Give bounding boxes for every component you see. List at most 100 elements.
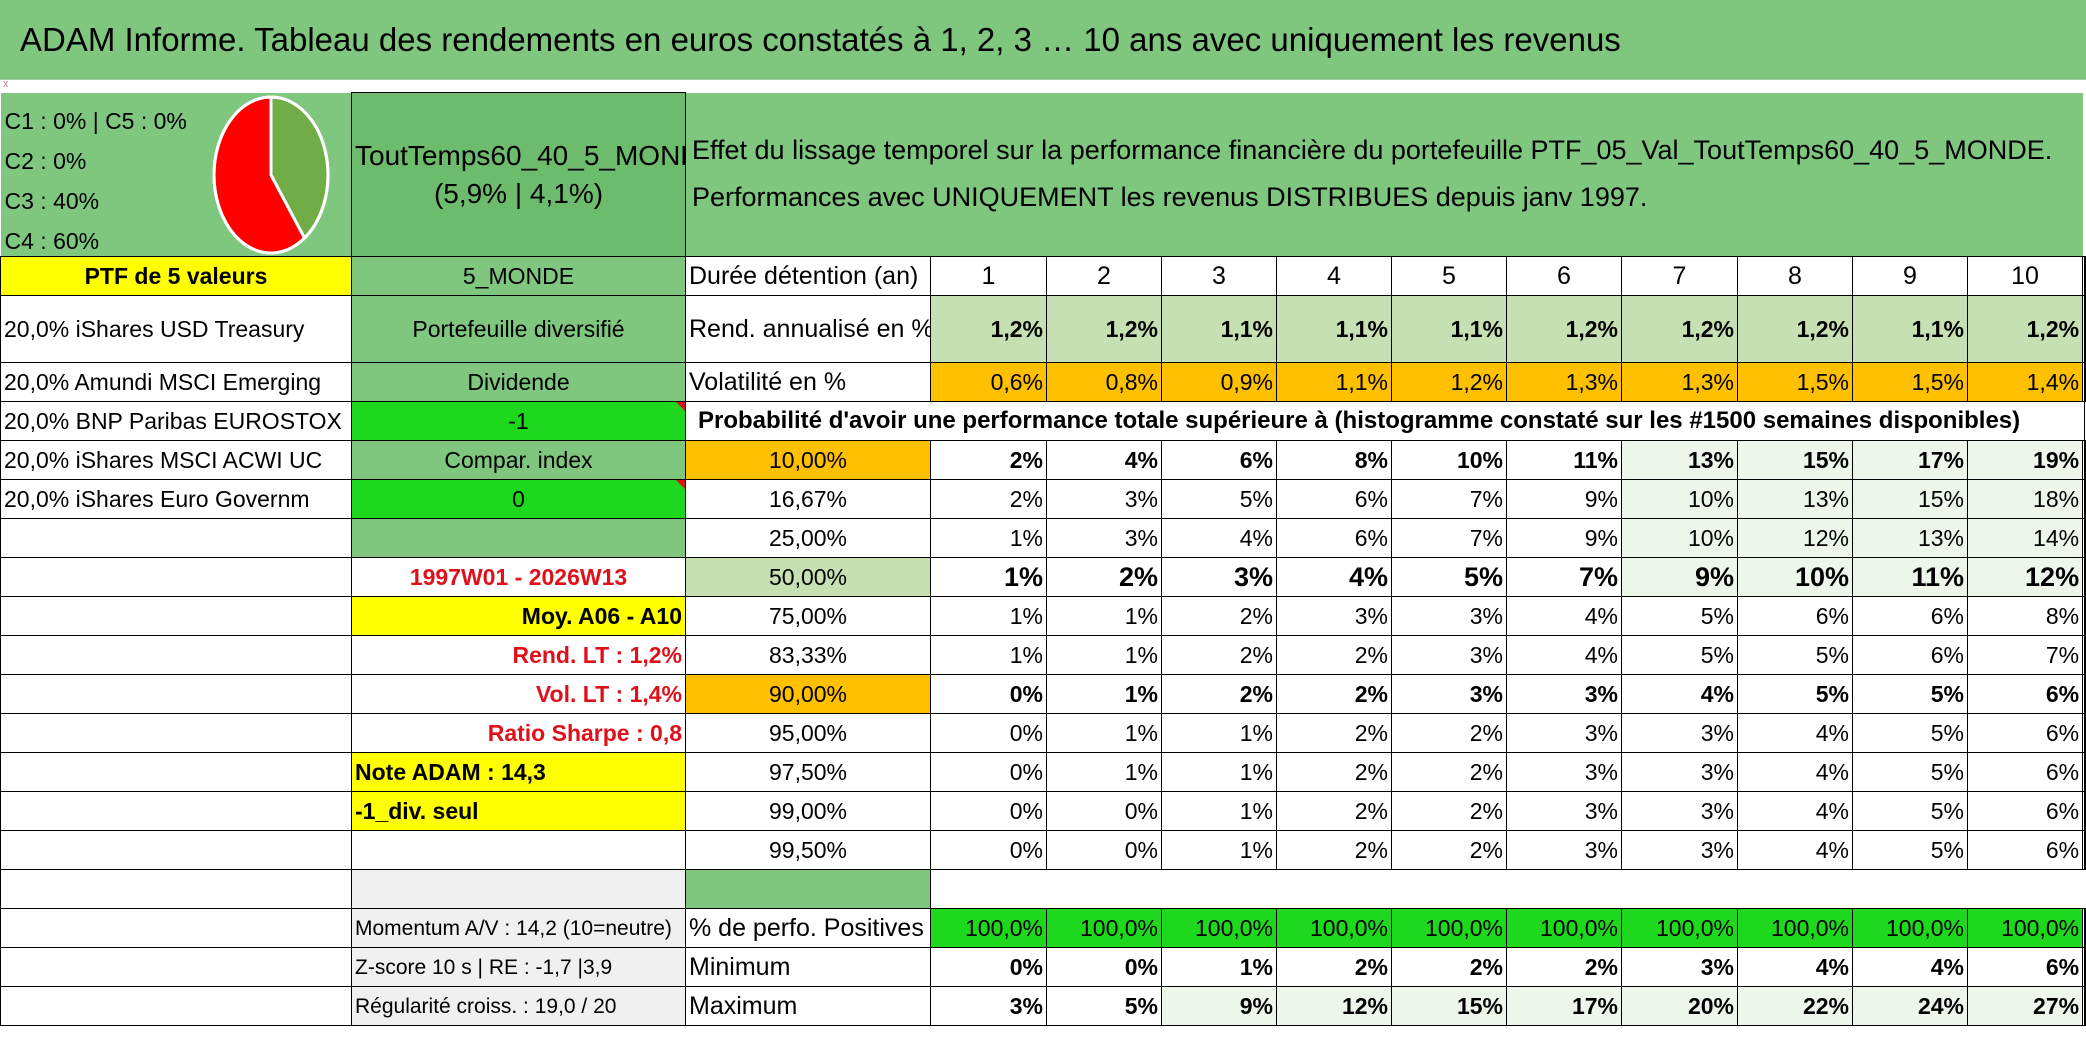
grid-cell [2083,557,2086,597]
quantile-value: 6% [1966,830,2084,870]
minimum-value: 0% [930,947,1047,987]
quantile-value: 5% [1737,674,1853,714]
quantile-value: 3% [1621,791,1738,831]
year-header: 6 [1506,256,1622,296]
portfolio-stats: (5,9% | 4,1%) [433,177,604,209]
year-header: 2 [1046,256,1162,296]
quantile-value: 4% [1737,791,1853,831]
empty-cell [0,518,352,558]
compar-label: Compar. index [351,440,686,480]
allocation-pie-chart [212,94,329,254]
quantile-value: 10% [1391,440,1507,480]
quantile-value: 2% [1391,791,1507,831]
quantile-value: 5% [1852,830,1968,870]
quantile-value: 10% [1621,518,1738,558]
quantile-value: 13% [1621,440,1738,480]
grid-cell [0,908,352,948]
rend-value: 1,2% [1737,295,1853,363]
quantile-value: 5% [1391,557,1507,597]
maximum-label: Maximum [685,986,931,1026]
quantile-value: 12% [1737,518,1853,558]
quantile-value: 11% [1506,440,1622,480]
maximum-value: 20% [1621,986,1738,1026]
empty-cell [0,830,352,870]
quantile-value: 2% [1161,674,1277,714]
quantile-label: 97,50% [685,752,931,792]
quantile-value: 14% [1966,518,2084,558]
vol-lt: Vol. LT : 1,4% [351,674,686,714]
quantile-value: 1% [1046,752,1162,792]
quantile-label: 10,00% [685,440,931,480]
quantile-value: 13% [1737,479,1853,519]
quantile-value: 0% [930,713,1047,753]
quantile-value: 5% [1621,635,1738,675]
grid-cell [2083,830,2086,870]
quantile-value: 0% [1046,830,1162,870]
grid-cell [2083,362,2086,402]
quantile-label: 95,00% [685,713,931,753]
quantile-value: 8% [1276,440,1392,480]
quantile-value: 2% [1161,635,1277,675]
positives-value: 100,0% [1737,908,1853,948]
maximum-value: 24% [1852,986,1968,1026]
holding-item: 20,0% Amundi MSCI Emerging [0,362,352,402]
year-header: 8 [1737,256,1853,296]
year-header: 5 [1391,256,1507,296]
vol-value: 0,9% [1161,362,1277,402]
quantile-value: 13% [1852,518,1968,558]
holding-item: 20,0% iShares Euro Governm [0,479,352,519]
positives-value: 100,0% [1966,908,2084,948]
momentum-label: Momentum A/V : 14,2 (10=neutre) [351,908,686,948]
quantile-value: 3% [1046,518,1162,558]
quantile-value: 1% [1046,635,1162,675]
allocation-line: C2 : 0% [4,147,87,174]
rend-value: 1,1% [1276,295,1392,363]
quantile-value: 1% [1046,713,1162,753]
quantile-value: 9% [1506,479,1622,519]
moy-label: Moy. A06 - A10 [351,596,686,636]
rend-lt: Rend. LT : 1,2% [351,635,686,675]
report-title: ADAM Informe. Tableau des rendements en … [0,0,2086,80]
rend-label: Rend. annualisé en % [685,295,931,363]
year-header: 7 [1621,256,1738,296]
sharpe-ratio: Ratio Sharpe : 0,8 [351,713,686,753]
quantile-value: 5% [1852,791,1968,831]
quantile-value: 10% [1737,557,1853,597]
dividende-value: -1 [351,401,686,441]
allocation-line: C1 : 0% | C5 : 0% [4,107,187,134]
positives-value: 100,0% [1852,908,1968,948]
empty-grey-cell [351,869,686,909]
duration-label: Durée détention (an) [685,256,931,296]
cell-marker: x [3,78,9,90]
empty-cell [0,557,352,597]
quantile-value: 6% [1276,518,1392,558]
quantile-value: 1% [1161,752,1277,792]
positives-value: 100,0% [1161,908,1277,948]
grid-cell [2083,440,2086,480]
grid-cell [2083,752,2086,792]
grid-cell [2083,479,2086,519]
maximum-value: 9% [1161,986,1277,1026]
rend-value: 1,2% [1506,295,1622,363]
quantile-value: 3% [1046,479,1162,519]
empty-cell [0,635,352,675]
quantile-value: 3% [1391,635,1507,675]
minimum-value: 2% [1391,947,1507,987]
rend-value: 1,1% [1161,295,1277,363]
quantile-value: 1% [930,518,1047,558]
quantile-value: 7% [1391,518,1507,558]
empty-cell [0,674,352,714]
quantile-value: 6% [1737,596,1853,636]
div-seul: -1_div. seul [351,791,686,831]
quantile-value: 7% [1966,635,2084,675]
portfolio-name-cell: ToutTemps60_40_5_MONDE (5,9% | 4,1%) [351,92,686,257]
allocation-line: C4 : 60% [4,227,100,254]
quantile-label: 90,00% [685,674,931,714]
portfolio-header-label: PTF de 5 valeurs [0,256,352,296]
quantile-value: 4% [1737,830,1853,870]
year-header: 10 [1966,256,2084,296]
quantile-value: 2% [1391,752,1507,792]
vol-value: 1,2% [1391,362,1507,402]
portfolio-name: ToutTemps60_40_5_MONDE [355,139,686,171]
quantile-value: 0% [930,674,1047,714]
